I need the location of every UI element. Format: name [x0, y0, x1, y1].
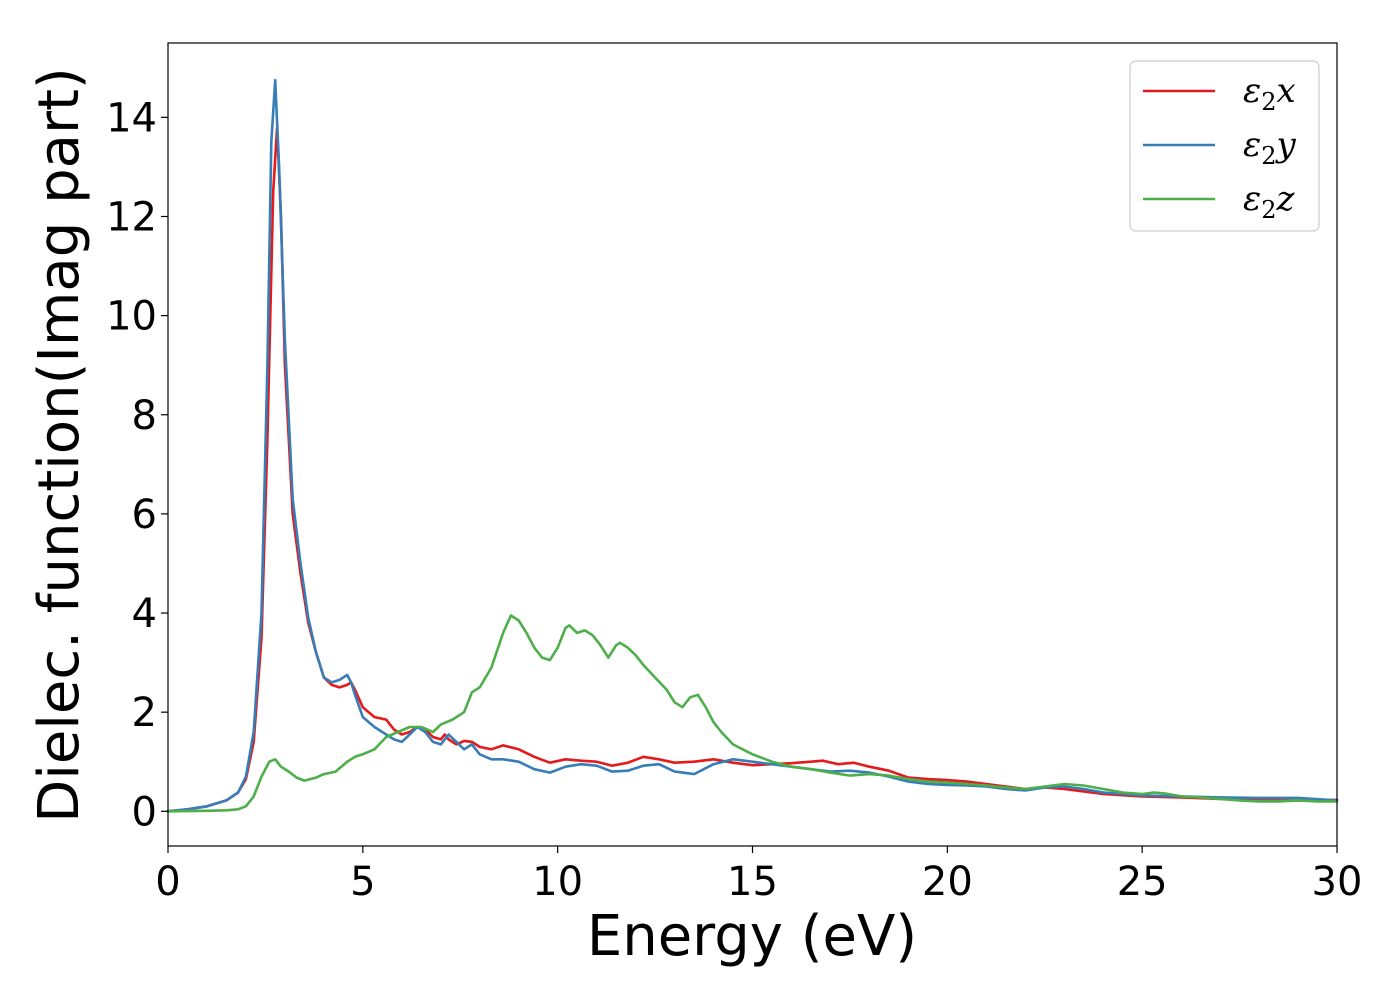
- legend-box: [1129, 60, 1320, 232]
- y-tick-label: 4: [132, 591, 157, 637]
- legend-label-x: ε2x: [1243, 71, 1296, 116]
- y-tick-label: 0: [132, 789, 157, 835]
- legend-label-z: ε2z: [1243, 179, 1296, 224]
- y-tick-label: 2: [132, 690, 157, 736]
- legend-label-y: ε2y: [1243, 125, 1297, 170]
- x-tick-label: 15: [727, 859, 778, 905]
- x-axis-label: Energy (eV): [587, 904, 917, 969]
- x-tick-label: 0: [155, 859, 180, 905]
- x-tick-label: 5: [350, 859, 375, 905]
- y-tick-label: 10: [106, 294, 157, 340]
- x-tick-label: 25: [1117, 859, 1168, 905]
- x-tick-label: 10: [532, 859, 583, 905]
- series-line-z: [166, 614, 1339, 813]
- ticks-layer: 0 5 10 15 20 25 30 0 2 4 6 8 10 12 14: [106, 95, 1362, 905]
- legend: ε2x ε2y ε2z: [1129, 60, 1320, 232]
- series-line-x: [166, 126, 1339, 813]
- y-tick-label: 8: [132, 393, 157, 439]
- y-tick-label: 14: [106, 95, 157, 141]
- plot-frame: [167, 42, 1338, 847]
- y-axis-label: Dielec. function(Imag part): [27, 67, 92, 823]
- y-tick-label: 6: [132, 492, 157, 538]
- series-layer: [166, 78, 1339, 813]
- y-tick-label: 12: [106, 194, 157, 240]
- x-tick-label: 30: [1312, 859, 1363, 905]
- x-tick-label: 20: [922, 859, 973, 905]
- series-line-y: [166, 78, 1339, 813]
